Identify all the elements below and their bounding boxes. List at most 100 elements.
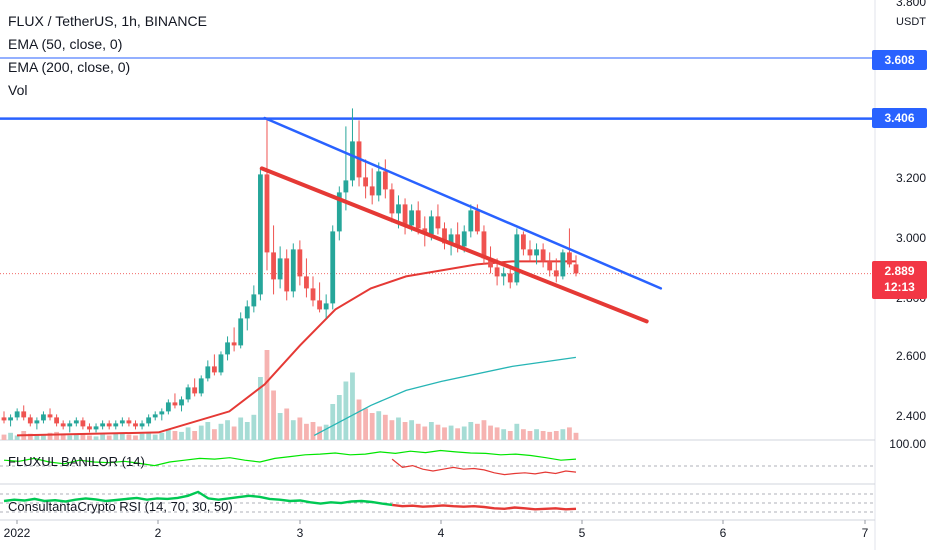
candle-body bbox=[415, 210, 421, 229]
volume-bar bbox=[41, 435, 46, 440]
symbol-title[interactable]: FLUX / TetherUS, 1h, BINANCE bbox=[8, 13, 207, 29]
volume-bar bbox=[251, 414, 257, 440]
volume-bar bbox=[468, 422, 474, 440]
resistance-trendline bbox=[263, 116, 663, 290]
rsi-line-bearish bbox=[391, 503, 577, 511]
time-tick: 2022 bbox=[3, 526, 31, 540]
candle-body bbox=[501, 273, 507, 277]
time-tick: 2 bbox=[154, 526, 162, 540]
candle-body bbox=[54, 417, 59, 424]
candle-body bbox=[567, 252, 572, 265]
volume-bar bbox=[218, 423, 224, 440]
time-tick: 3 bbox=[296, 526, 304, 540]
candle-body bbox=[126, 420, 132, 424]
ema50-line bbox=[16, 260, 576, 437]
fluxul-pane-label[interactable]: FLUXUL BANILOR (14) bbox=[8, 454, 145, 469]
candle-body bbox=[87, 426, 92, 430]
volume-bar bbox=[369, 413, 375, 440]
candle-body bbox=[409, 210, 415, 226]
countdown-timer: 12:13 bbox=[884, 280, 915, 294]
volume-bar bbox=[165, 429, 171, 440]
volume-bar bbox=[481, 420, 487, 440]
volume-bar bbox=[54, 431, 59, 440]
last-price-value: 2.889 bbox=[884, 264, 915, 278]
candle-body bbox=[1, 417, 7, 421]
candle-body bbox=[100, 423, 106, 427]
volume-bar bbox=[474, 423, 480, 440]
volume-label[interactable]: Vol bbox=[8, 82, 28, 98]
volume-bar bbox=[422, 426, 428, 440]
time-tick: 4 bbox=[437, 526, 445, 540]
candle-body bbox=[211, 366, 217, 373]
candle-body bbox=[343, 180, 349, 193]
price-tick: 3.200 bbox=[895, 171, 926, 185]
volume-bar bbox=[521, 429, 526, 440]
volume-bar bbox=[363, 408, 369, 440]
volume-bar bbox=[133, 435, 138, 440]
volume-bar bbox=[540, 431, 546, 440]
volume-bar bbox=[534, 429, 539, 440]
ema50-label[interactable]: EMA (50, close, 0) bbox=[8, 36, 123, 52]
volume-bar bbox=[238, 417, 244, 440]
ema200-line bbox=[313, 356, 576, 436]
price-tick: 3.000 bbox=[895, 231, 926, 245]
volume-bar bbox=[455, 428, 461, 440]
price-tick: 3.800 bbox=[895, 0, 926, 9]
volume-bar bbox=[47, 432, 53, 440]
candle-body bbox=[284, 258, 290, 292]
volume-bar bbox=[119, 432, 125, 440]
volume-bar bbox=[343, 381, 349, 440]
candle-body bbox=[93, 426, 99, 430]
level-label-3608: 3.608 bbox=[872, 50, 927, 70]
candle-body bbox=[47, 414, 53, 418]
volume-bar bbox=[527, 431, 533, 440]
volume-bar bbox=[435, 424, 441, 440]
candle-body bbox=[323, 303, 329, 310]
volume-bar bbox=[60, 434, 66, 440]
candle-body bbox=[534, 249, 539, 256]
candle-body bbox=[350, 141, 355, 181]
volume-bar bbox=[304, 423, 309, 440]
candle-body bbox=[448, 234, 454, 244]
candle-body bbox=[310, 288, 316, 301]
candle-body bbox=[271, 252, 276, 280]
time-tick: 5 bbox=[578, 526, 586, 540]
candle-body bbox=[80, 420, 86, 427]
candle-body bbox=[34, 420, 40, 424]
volume-bar bbox=[172, 431, 178, 440]
chart-legend: FLUX / TetherUS, 1h, BINANCE EMA (50, cl… bbox=[8, 10, 207, 102]
price-tick: 2.400 bbox=[895, 409, 926, 423]
candle-body bbox=[185, 387, 191, 400]
ema200-label[interactable]: EMA (200, close, 0) bbox=[8, 59, 131, 75]
candle-body bbox=[67, 423, 73, 427]
candle-body bbox=[113, 423, 119, 427]
rsi-pane-label[interactable]: ConsultantaCrypto RSI (14, 70, 30, 50) bbox=[8, 499, 233, 514]
volume-bar bbox=[192, 431, 198, 440]
last-price-label: 2.889 12:13 bbox=[872, 261, 927, 299]
candle-body bbox=[573, 264, 579, 274]
volume-bar bbox=[409, 420, 415, 440]
candle-body bbox=[146, 417, 152, 424]
volume-bar bbox=[152, 434, 158, 440]
volume-bar bbox=[382, 414, 388, 440]
candle-body bbox=[527, 249, 533, 256]
volume-bar bbox=[1, 434, 7, 440]
candle-body bbox=[106, 423, 112, 427]
volume-bar bbox=[277, 413, 283, 440]
candle-body bbox=[376, 171, 382, 196]
volume-bar bbox=[336, 395, 342, 440]
volume-bar bbox=[211, 429, 217, 440]
candle-body bbox=[297, 249, 303, 277]
volume-bar bbox=[27, 433, 33, 440]
candle-body bbox=[402, 204, 408, 226]
volume-bar bbox=[264, 350, 270, 440]
candle-body bbox=[159, 411, 165, 415]
candle-body bbox=[133, 423, 138, 427]
candle-body bbox=[389, 189, 395, 214]
candle-body bbox=[244, 306, 250, 319]
volume-bar bbox=[560, 429, 566, 440]
volume-bar bbox=[225, 420, 230, 440]
candle-body bbox=[521, 234, 526, 250]
candle-body bbox=[152, 414, 158, 418]
